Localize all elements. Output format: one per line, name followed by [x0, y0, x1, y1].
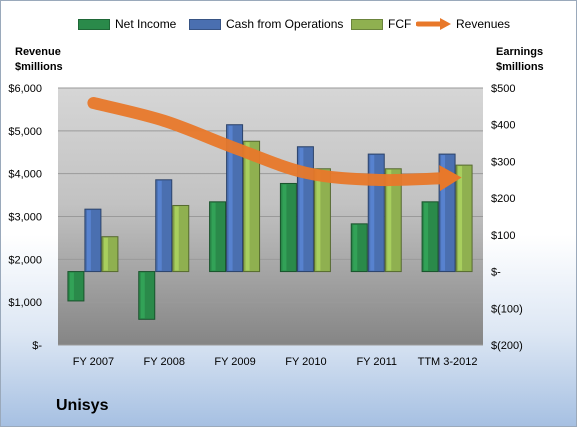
revenues-arrowhead — [439, 165, 462, 192]
x-tick-label: FY 2008 — [144, 356, 185, 368]
left-tick-label: $6,000 — [8, 83, 42, 95]
x-tick-label: FY 2007 — [73, 356, 114, 368]
bar-highlight — [370, 155, 375, 271]
bar-highlight — [387, 169, 392, 271]
legend-item-fcf: FCF — [351, 16, 411, 32]
legend-item-cash-from-operations: Cash from Operations — [189, 16, 343, 32]
legend-item-net-income: Net Income — [78, 16, 176, 32]
left-axis-title-line1: Revenue — [15, 46, 61, 58]
right-tick-label: $400 — [491, 120, 515, 132]
left-tick-label: $1,000 — [8, 297, 42, 309]
bar-highlight — [353, 224, 358, 271]
bar-highlight — [299, 147, 304, 271]
bar-highlight — [211, 202, 216, 271]
legend-item-revenues: Revenues — [416, 16, 510, 32]
fcf-swatch-icon — [351, 18, 383, 30]
bar-highlight — [86, 210, 91, 271]
right-tick-label: $(100) — [491, 303, 523, 315]
right-tick-label: $(200) — [491, 340, 523, 352]
right-axis-title: Earnings $millions — [496, 45, 544, 75]
bar-highlight — [245, 142, 250, 271]
bar-highlight — [228, 125, 233, 271]
bar-highlight — [316, 169, 321, 271]
bar-highlight — [441, 155, 446, 271]
right-axis-title-line2: $millions — [496, 61, 544, 73]
bar-highlight — [140, 272, 145, 319]
left-tick-label: $4,000 — [8, 169, 42, 181]
right-tick-label: $100 — [491, 230, 515, 242]
left-tick-label: $2,000 — [8, 254, 42, 266]
bar-highlight — [458, 166, 463, 271]
right-axis-title-line1: Earnings — [496, 46, 544, 58]
left-tick-label: $- — [32, 340, 42, 352]
left-axis-title: Revenue $millions — [15, 45, 63, 75]
legend-label-cash-from-operations: Cash from Operations — [226, 17, 344, 31]
right-tick-label: $200 — [491, 193, 515, 205]
legend-label-fcf: FCF — [388, 17, 412, 31]
revenues-arrow-icon — [416, 18, 451, 30]
legend-label-revenues: Revenues — [456, 17, 511, 31]
legend-label-net-income: Net Income — [115, 17, 177, 31]
bar-highlight — [282, 184, 287, 271]
x-tick-label: FY 2010 — [285, 356, 326, 368]
x-tick-label: TTM 3-2012 — [418, 356, 478, 368]
bar-highlight — [69, 272, 74, 300]
x-tick-label: FY 2011 — [356, 356, 397, 368]
cash-from-operations-swatch-icon — [189, 18, 221, 30]
bar-highlight — [174, 206, 179, 271]
bar-highlight — [157, 180, 162, 271]
right-tick-label: $- — [491, 267, 501, 279]
left-axis-title-line2: $millions — [15, 61, 63, 73]
revenues-line — [87, 96, 454, 187]
left-tick-label: $5,000 — [8, 126, 42, 138]
bar-highlight — [103, 237, 108, 271]
net-income-swatch-icon — [78, 18, 110, 30]
company-title: Unisys — [56, 397, 109, 414]
right-tick-label: $300 — [491, 156, 515, 168]
x-tick-label: FY 2009 — [214, 356, 255, 368]
bar-highlight — [424, 202, 429, 271]
right-tick-label: $500 — [491, 83, 515, 95]
left-tick-label: $3,000 — [8, 212, 42, 224]
